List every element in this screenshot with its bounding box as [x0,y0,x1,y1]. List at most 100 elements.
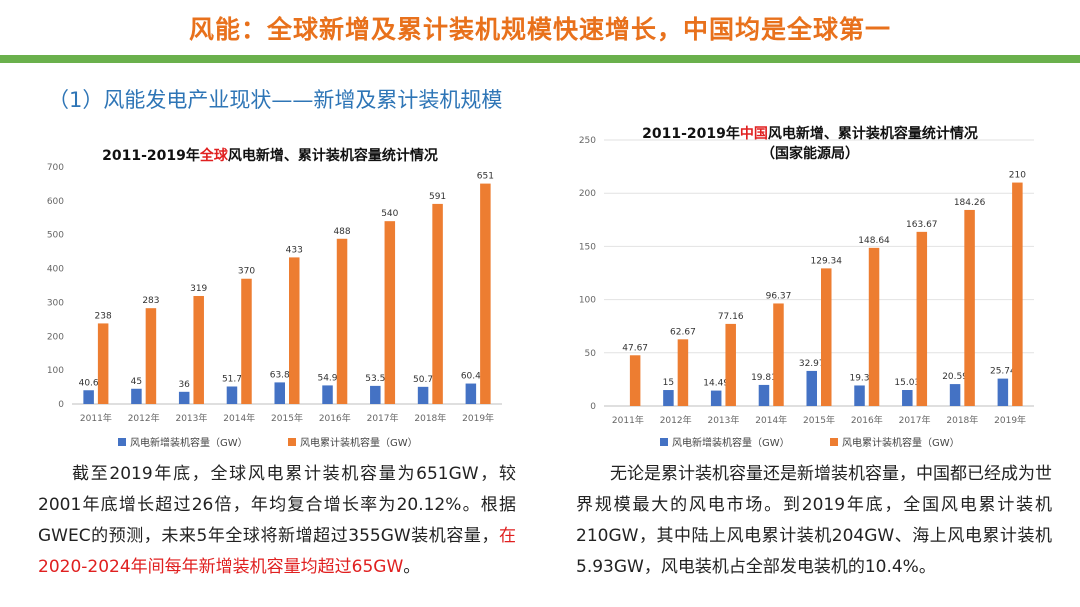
right-chart-title-red: 中国 [739,126,768,142]
title-rule [0,55,1080,63]
left-chart-bar-new [131,388,142,404]
left-chart-data-label: 488 [333,227,350,237]
right-chart-data-label: 163.67 [906,220,938,230]
left-chart-data-label: 53.5 [365,374,385,384]
right-chart-ytick-label: 150 [579,242,596,252]
left-chart-bar-new [83,390,94,404]
right-chart-data-label: 32.97 [799,359,825,369]
right-chart-xtick-label: 2015年 [803,414,835,426]
left-chart-ytick-label: 300 [47,298,64,308]
left-chart-data-label: 60.4 [461,372,481,382]
right-chart-xtick-label: 2017年 [899,414,931,426]
left-paragraph-tail: 。 [403,557,421,577]
right-chart-data-label: 210 [1009,171,1026,181]
left-chart-bar-cumulative [97,323,109,404]
right-chart-bar-cumulative [773,303,784,406]
left-chart-legend-swatch [118,438,126,446]
left-chart-data-label: 63.8 [270,370,290,380]
left-chart-legend-label: 风电新增装机容量（GW） [130,436,248,449]
right-chart-legend-swatch [830,438,838,446]
right-chart-data-label: 15.03 [894,378,920,388]
right-chart-legend-label: 风电累计装机容量（GW） [842,436,960,449]
left-chart-legend-swatch [288,438,296,446]
left-chart-bar-cumulative [241,278,252,404]
left-chart-ytick-label: 500 [47,231,64,241]
right-chart-data-label: 148.64 [858,236,890,246]
left-chart-bar-cumulative [432,203,443,404]
left-chart-bar-new [274,382,285,404]
left-paragraph: 截至2019年底，全球风电累计装机容量为651GW，较2001年底增长超过26倍… [38,459,516,583]
left-chart-ytick-label: 700 [47,163,64,173]
left-chart-data-label: 36 [178,380,190,390]
left-chart-bar-cumulative [336,238,348,404]
right-chart-data-label: 19.81 [751,373,777,383]
right-chart-data-label: 19.3 [849,373,869,383]
left-chart-ytick-label: 100 [47,366,64,376]
right-chart-data-label: 25.74 [990,367,1016,377]
slide-title: 风能：全球新增及累计装机规模快速增长，中国均是全球第一 [188,15,891,44]
left-chart-bar-new [178,391,190,404]
left-chart-bar-new [322,385,333,404]
left-chart-data-label: 591 [429,192,446,202]
left-chart-data-label: 50.7 [413,375,433,385]
left-chart: 0 100 200 300 400 500 600 700 40.6 238 2011年 45 283 2… [47,163,502,449]
right-paragraph-normal: 无论是累计装机容量还是新增装机容量，中国都已经成为世界规模最大的风电市场。到20… [576,464,1052,577]
left-chart-title: 2011-2019年全球风电新增、累计装机容量统计情况 [60,145,480,165]
left-chart-ytick-label: 400 [47,265,64,275]
left-chart-xtick-label: 2017年 [367,412,399,424]
left-chart-xtick-label: 2019年 [462,412,494,424]
right-chart-bar-cumulative [964,209,975,406]
left-chart-xtick-label: 2018年 [414,412,446,424]
left-chart-data-label: 319 [190,284,207,294]
left-chart-title-pre: 2011-2019年 [102,148,200,164]
right-chart-xtick-label: 2011年 [612,414,644,426]
right-chart-bar-new [997,378,1009,406]
left-chart-data-label: 54.9 [317,373,337,383]
right-chart-legend-swatch [660,438,668,446]
right-chart-data-label: 14.49 [703,379,729,389]
left-paragraph-normal: 截至2019年底，全球风电累计装机容量为651GW，较2001年底增长超过26倍… [38,464,516,546]
left-chart-bar-cumulative [145,308,157,404]
left-chart-bar-new [465,383,477,404]
right-chart-xtick-label: 2016年 [851,414,883,426]
left-chart-xtick-label: 2013年 [175,412,207,424]
right-chart-xtick-label: 2019年 [994,414,1026,426]
left-chart-ytick-label: 0 [58,400,64,410]
left-chart-data-label: 540 [381,209,398,219]
right-chart: 0 50 100 150 200 250 47.67 2011年 15 62.67 2012年 14.… [579,136,1034,449]
right-chart-data-label: 129.34 [811,256,843,266]
right-chart-bar-cumulative [916,231,928,406]
right-chart-title-pre: 2011-2019年 [642,126,740,142]
right-chart-data-label: 15 [663,378,674,388]
right-chart-ytick-label: 50 [585,349,597,359]
left-chart-data-label: 45 [131,377,142,387]
right-chart-bar-cumulative [868,247,880,406]
left-chart-data-label: 370 [238,267,255,277]
right-chart-bar-new [854,385,865,406]
left-chart-ytick-label: 200 [47,332,64,342]
left-chart-bar-cumulative [193,295,204,404]
left-chart-data-label: 433 [286,245,303,255]
right-chart-xtick-label: 2013年 [707,414,739,426]
left-chart-xtick-label: 2011年 [80,412,112,424]
left-chart-xtick-label: 2016年 [319,412,351,424]
right-chart-bar-new [949,384,961,406]
right-chart-ytick-label: 100 [579,296,596,306]
left-chart-xtick-label: 2015年 [271,412,303,424]
left-chart-data-label: 51.7 [222,374,242,384]
right-chart-data-label: 20.59 [942,372,968,382]
left-chart-bar-new [370,385,381,404]
left-chart-data-label: 40.6 [79,378,99,388]
left-chart-bar-cumulative [480,183,491,404]
right-chart-subtitle: （国家能源局） [761,146,859,162]
right-chart-xtick-label: 2018年 [946,414,978,426]
right-chart-title: 2011-2019年中国风电新增、累计装机容量统计情况 （国家能源局） [600,123,1020,163]
right-chart-title-line1: 2011-2019年中国风电新增、累计装机容量统计情况 [600,123,1020,143]
right-chart-ytick-label: 200 [579,189,596,199]
section-heading: （1）风能发电产业现状——新增及累计装机规模 [48,88,503,112]
left-chart-ytick-label: 600 [47,197,64,207]
left-chart-title-post: 风电新增、累计装机容量统计情况 [227,148,438,164]
left-chart-data-label: 238 [95,311,112,321]
right-chart-bar-cumulative [677,339,689,406]
